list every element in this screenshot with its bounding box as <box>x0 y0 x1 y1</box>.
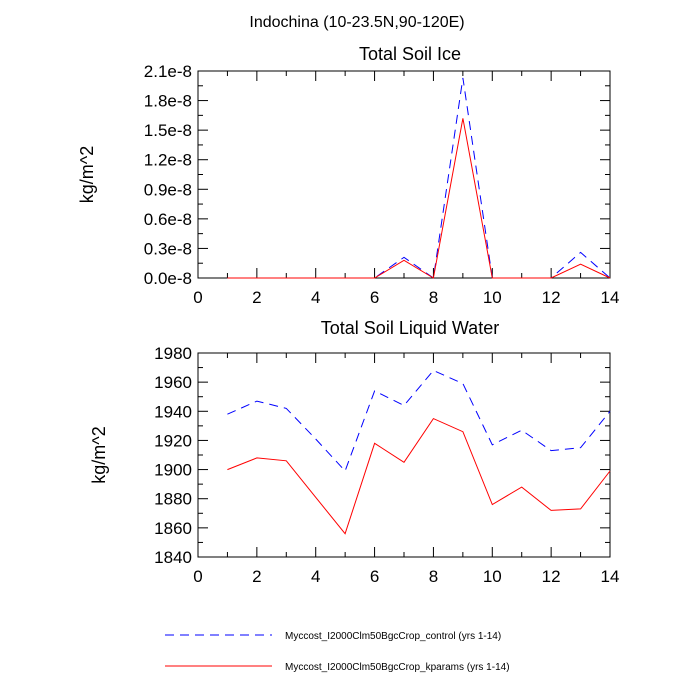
y-tick-label: 0.3e-8 <box>144 239 192 258</box>
y-axis-label: kg/m^2 <box>77 146 97 203</box>
plot-frame <box>197 352 611 558</box>
x-tick-label: 12 <box>542 567 561 586</box>
x-tick-label: 0 <box>193 288 202 307</box>
chart-panel-total-soil-ice: Total Soil Ice 0 2 4 6 8 10 12 14 0.0e-8 0.3e-8 0.6… <box>77 44 619 307</box>
x-tick-label: 2 <box>252 567 261 586</box>
legend-label-kparams: Myccost_I2000Clm50BgcCrop_kparams (yrs 1… <box>285 662 510 673</box>
y-tick-label: 1940 <box>154 402 192 421</box>
legend-label-control: Myccost_I2000Clm50BgcCrop_control (yrs 1… <box>285 631 501 642</box>
x-tick-label: 14 <box>601 567 620 586</box>
x-tick-label: 8 <box>429 288 438 307</box>
x-tick-label: 12 <box>542 288 561 307</box>
x-tick-label: 4 <box>311 567 320 586</box>
chart-title: Total Soil Ice <box>359 44 461 64</box>
y-tick-label: 1880 <box>154 490 192 509</box>
y-tick-label: 1980 <box>154 344 192 363</box>
x-tick-label: 2 <box>252 288 261 307</box>
x-tick-label: 6 <box>370 567 379 586</box>
plot-frame <box>197 70 611 279</box>
y-tick-label: 1860 <box>154 519 192 538</box>
y-tick-label: 1840 <box>154 548 192 567</box>
chart-title: Total Soil Liquid Water <box>321 318 499 338</box>
series-line-control <box>227 77 611 279</box>
y-tick-label: 1.2e-8 <box>144 151 192 170</box>
y-tick-label: 0.0e-8 <box>144 269 192 288</box>
y-tick-label: 1920 <box>154 431 192 450</box>
y-tick-label: 0.6e-8 <box>144 210 192 229</box>
x-tick-label: 6 <box>370 288 379 307</box>
figure-title: Indochina (10-23.5N,90-120E) <box>249 14 464 31</box>
x-tick-label: 0 <box>193 567 202 586</box>
x-tick-label: 8 <box>429 567 438 586</box>
x-tick-label: 14 <box>601 288 620 307</box>
x-tick-label: 4 <box>311 288 320 307</box>
y-axis-label: kg/m^2 <box>89 426 109 483</box>
y-tick-label: 1900 <box>154 461 192 480</box>
x-tick-label: 10 <box>483 567 502 586</box>
chart-panel-total-soil-liquid-water: Total Soil Liquid Water 0 2 4 6 8 10 12 14 1840 18… <box>89 318 619 586</box>
series-line-kparams <box>227 118 611 279</box>
series-line-control <box>227 369 611 472</box>
y-tick-label: 1960 <box>154 373 192 392</box>
legend: Myccost_I2000Clm50BgcCrop_control (yrs 1… <box>165 631 510 673</box>
y-tick-label: 1.5e-8 <box>144 121 192 140</box>
y-tick-label: 2.1e-8 <box>144 62 192 81</box>
y-tick-label: 0.9e-8 <box>144 180 192 199</box>
y-tick-label: 1.8e-8 <box>144 92 192 111</box>
x-tick-label: 10 <box>483 288 502 307</box>
series-line-kparams <box>227 417 611 535</box>
